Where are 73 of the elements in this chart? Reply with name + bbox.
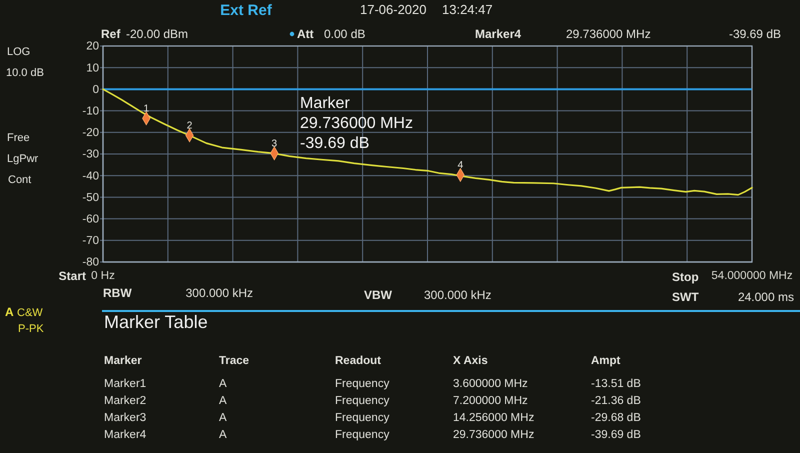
- text: A: [219, 429, 227, 441]
- annotation: 4: [458, 160, 464, 171]
- y-tick-label: -10: [82, 105, 99, 118]
- text: 29.736000 MHz: [566, 27, 651, 41]
- y-tick-label: -40: [82, 170, 99, 182]
- text: -13.51 dB: [591, 378, 642, 390]
- text: LgPwr: [7, 153, 39, 165]
- text: Att: [297, 27, 314, 41]
- text: X Axis: [453, 355, 488, 367]
- y-tick-label: -60: [82, 213, 99, 226]
- text: -29.68 dB: [591, 412, 642, 424]
- text: -21.36 dB: [591, 395, 642, 407]
- y-tick-label: -70: [82, 235, 99, 248]
- text: Trace: [219, 355, 250, 367]
- text: -39.69 dB: [728, 27, 781, 41]
- text: 10.0 dB: [6, 67, 44, 79]
- annotation: 29.736000 MHz: [300, 115, 413, 132]
- x-tick-label: 0 Hz: [91, 270, 116, 282]
- text: 14.256000 MHz: [453, 412, 534, 424]
- annotation: -39.69 dB: [300, 135, 370, 152]
- text: SWT: [672, 290, 700, 304]
- text: A: [5, 305, 14, 319]
- text: P-PK: [18, 323, 44, 335]
- text: 7.200000 MHz: [453, 395, 528, 407]
- y-tick-label: 10: [86, 62, 99, 74]
- text: RBW: [103, 286, 132, 300]
- annotation: Marker: [300, 95, 350, 112]
- text: -39.69 dB: [591, 429, 642, 441]
- text: A: [219, 412, 227, 424]
- y-tick-label: -50: [82, 192, 99, 204]
- annotation: 1: [143, 103, 150, 114]
- text: 3.600000 MHz: [453, 378, 528, 390]
- text: Marker: [104, 355, 142, 367]
- text: Start: [58, 269, 86, 283]
- text: 29.736000 MHz: [453, 429, 534, 441]
- text: Marker1: [104, 378, 146, 390]
- text: 300.000 kHz: [186, 286, 253, 300]
- text: 13:24:47: [442, 2, 493, 17]
- text: VBW: [364, 288, 393, 302]
- text: Readout: [335, 355, 382, 367]
- text: 0.00 dB: [324, 27, 366, 41]
- text: A: [219, 395, 227, 407]
- text: Marker4: [475, 27, 522, 41]
- text: Cont: [8, 174, 32, 186]
- text: Ampt: [591, 355, 621, 367]
- text: -20.00 dBm: [126, 27, 188, 41]
- y-tick-label: -80: [82, 256, 99, 269]
- text: Ext Ref: [220, 2, 273, 19]
- y-tick-label: -30: [82, 148, 99, 161]
- x-tick-label: 54.000000 MHz: [711, 270, 793, 282]
- text: Ref: [101, 27, 122, 41]
- text: Stop: [672, 270, 699, 284]
- text: Free: [7, 132, 30, 144]
- text: C&W: [17, 307, 44, 319]
- text: Marker4: [104, 429, 147, 441]
- y-tick-label: -20: [82, 127, 99, 140]
- text: A: [219, 378, 227, 390]
- text: 24.000 ms: [738, 290, 794, 304]
- text: Frequency: [335, 378, 390, 390]
- y-tick-label: 0: [92, 84, 99, 96]
- text: Frequency: [335, 395, 390, 407]
- annotation: 3: [272, 138, 278, 150]
- text: Marker3: [104, 412, 146, 424]
- y-tick-label: 20: [86, 40, 99, 53]
- text: Frequency: [335, 412, 390, 424]
- text: Marker Table: [104, 312, 208, 332]
- text: 300.000 kHz: [424, 288, 492, 302]
- line-series: [102, 88, 753, 196]
- text: Frequency: [335, 429, 390, 441]
- text: 17-06-2020: [360, 2, 426, 17]
- text: Marker2: [104, 395, 146, 407]
- text: LOG: [7, 46, 30, 58]
- annotation: 2: [186, 120, 193, 132]
